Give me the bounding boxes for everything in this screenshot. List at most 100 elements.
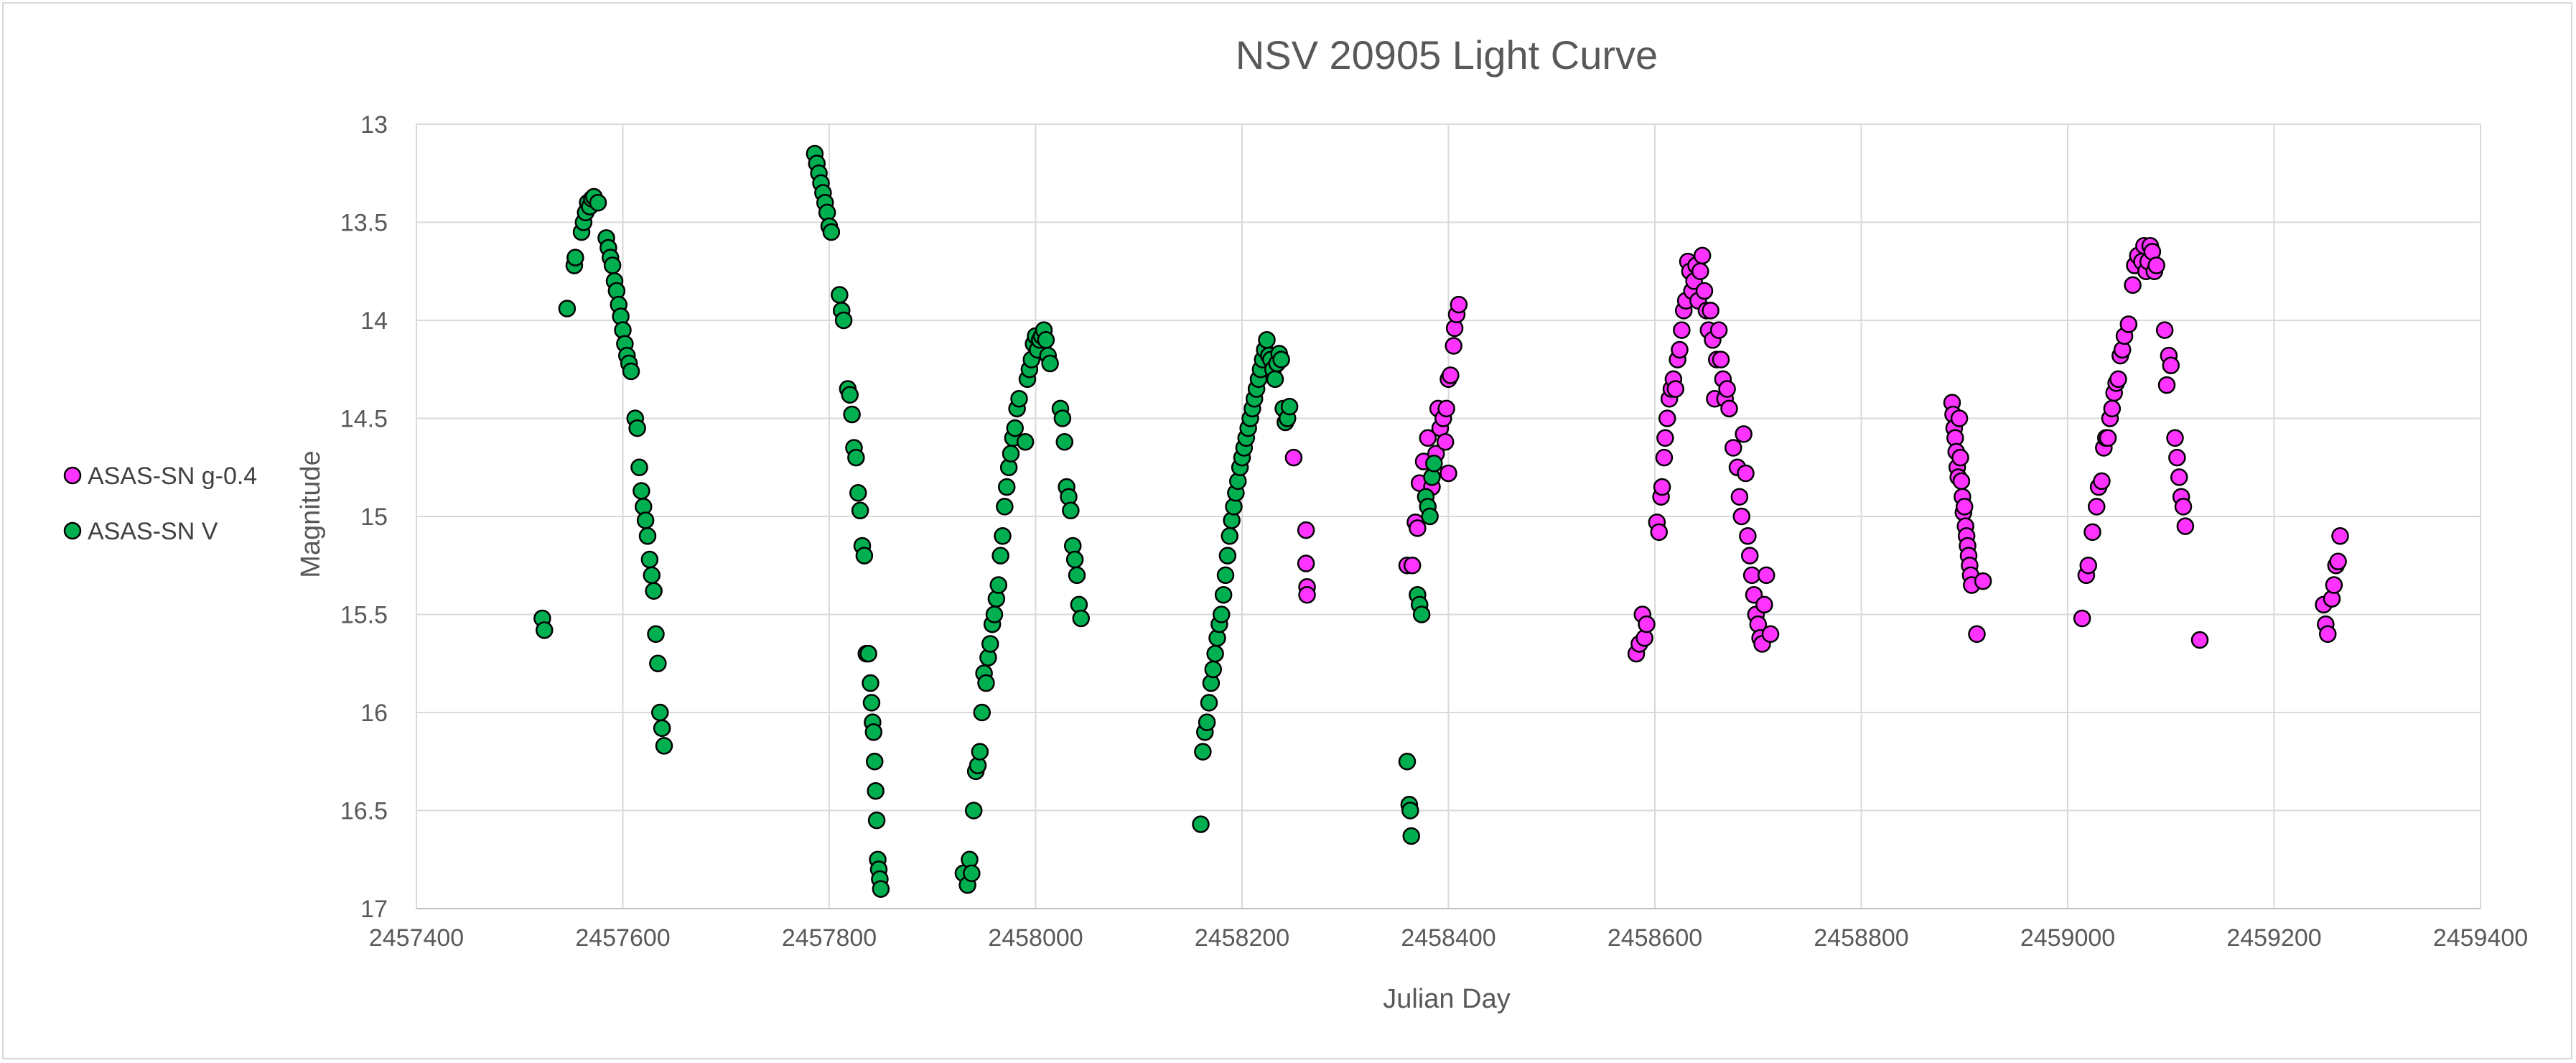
data-point-g	[1702, 302, 1719, 320]
data-point-g	[1952, 472, 1971, 491]
data-point-v	[862, 674, 879, 692]
data-point-g	[2073, 609, 2091, 628]
x-tick-label: 2458000	[988, 924, 1083, 952]
data-point-g	[1718, 380, 1736, 398]
data-point-g	[2166, 429, 2184, 447]
data-point-v	[1216, 566, 1235, 585]
data-point-g	[1409, 519, 1427, 537]
data-point-g	[2103, 399, 2122, 418]
data-point-g	[2174, 498, 2193, 516]
data-point-v	[1266, 370, 1284, 389]
data-point-g	[1650, 523, 1668, 542]
data-point-v	[973, 703, 991, 722]
x-tick-label: 2457800	[782, 924, 877, 952]
data-point-g	[2329, 552, 2347, 571]
data-point-v	[998, 478, 1016, 496]
data-point-g	[1655, 448, 1674, 467]
data-point-g	[1653, 478, 1671, 496]
data-point-v	[859, 644, 877, 663]
data-point-v	[651, 703, 669, 722]
data-point-v	[603, 256, 622, 274]
grid-lines	[416, 124, 2481, 909]
data-point-g	[1951, 448, 1969, 467]
data-point-v	[1002, 445, 1020, 463]
data-point-g	[1761, 625, 1780, 644]
y-tick-label: 13	[360, 111, 388, 139]
legend-item-g: ASAS-SN g-0.4	[63, 463, 257, 490]
data-point-g	[2162, 356, 2180, 375]
data-point-v	[971, 743, 989, 761]
data-point-v	[1421, 507, 1439, 526]
x-tick-label: 2458200	[1195, 924, 1289, 952]
data-point-v	[996, 498, 1014, 516]
data-point-g	[1956, 498, 1974, 516]
data-point-v	[851, 501, 869, 520]
data-point-v	[981, 635, 999, 653]
data-point-v	[834, 311, 853, 330]
x-tick-label: 2459400	[2433, 924, 2528, 952]
data-point-v	[991, 547, 1009, 565]
data-point-g	[2325, 576, 2343, 594]
chart-title: NSV 20905 Light Curve	[1236, 32, 1658, 78]
data-point-v	[872, 880, 890, 898]
data-point-v	[1214, 585, 1233, 604]
data-point-v	[1218, 547, 1237, 565]
x-tick-label: 2457400	[369, 924, 464, 952]
data-point-v	[831, 286, 849, 304]
data-point-g	[2083, 523, 2101, 542]
data-point-v	[866, 753, 884, 771]
data-point-v	[1010, 389, 1028, 408]
data-point-g	[2099, 429, 2117, 447]
data-point-v	[566, 249, 584, 266]
legend-label-g: ASAS-SN g-0.4	[88, 463, 257, 490]
data-point-v	[841, 386, 859, 404]
data-point-g	[1709, 321, 1728, 339]
data-point-g	[1658, 409, 1676, 427]
data-point-g	[1437, 399, 1455, 418]
x-axis-title: Julian Day	[1383, 984, 1510, 1014]
data-point-v	[1213, 605, 1231, 623]
data-point-g	[1730, 488, 1749, 506]
data-point-g	[1691, 262, 1709, 280]
y-tick-label: 14	[360, 307, 388, 335]
data-point-g	[1419, 429, 1437, 447]
data-point-g	[1742, 566, 1761, 585]
data-point-g	[1695, 282, 1714, 300]
data-point-g	[2319, 625, 2337, 644]
data-point-g	[1735, 425, 1753, 443]
data-point-v	[855, 547, 874, 565]
data-points	[533, 144, 2349, 898]
data-point-v	[867, 781, 885, 800]
data-point-v	[638, 527, 657, 545]
data-point-g	[1671, 340, 1689, 359]
data-point-g	[2109, 370, 2127, 389]
data-point-g	[2119, 315, 2138, 333]
data-point-v	[862, 694, 881, 712]
data-point-g	[1403, 557, 1422, 575]
data-point-g	[1720, 399, 1738, 418]
y-tick-label: 17	[360, 896, 388, 923]
x-tick-label: 2458400	[1401, 924, 1495, 952]
data-point-v	[558, 300, 577, 317]
data-point-v	[1204, 660, 1222, 679]
x-tick-label: 2459000	[2020, 924, 2115, 952]
data-point-g	[1450, 295, 1468, 314]
y-tick-label: 16.5	[340, 798, 388, 825]
data-point-v	[1006, 419, 1024, 437]
data-point-g	[1439, 464, 1457, 483]
data-point-g	[1950, 409, 1969, 427]
data-point-g	[2176, 517, 2195, 535]
data-point-g	[1739, 527, 1757, 545]
data-point-v	[822, 223, 841, 241]
y-tick-label: 13.5	[340, 210, 388, 237]
data-point-g	[2124, 276, 2142, 294]
x-tick-label: 2458600	[1607, 924, 1702, 952]
data-point-v	[1037, 331, 1055, 349]
y-tick-label: 15.5	[340, 602, 388, 629]
y-tick-label: 15	[360, 503, 388, 531]
data-point-g	[1741, 547, 1759, 565]
y-tick-label: 14.5	[340, 406, 388, 433]
y-axis-title: Magnitude	[296, 450, 326, 577]
data-point-v	[989, 576, 1007, 594]
legend: ASAS-SN g-0.4 ASAS-SN V	[63, 463, 257, 545]
